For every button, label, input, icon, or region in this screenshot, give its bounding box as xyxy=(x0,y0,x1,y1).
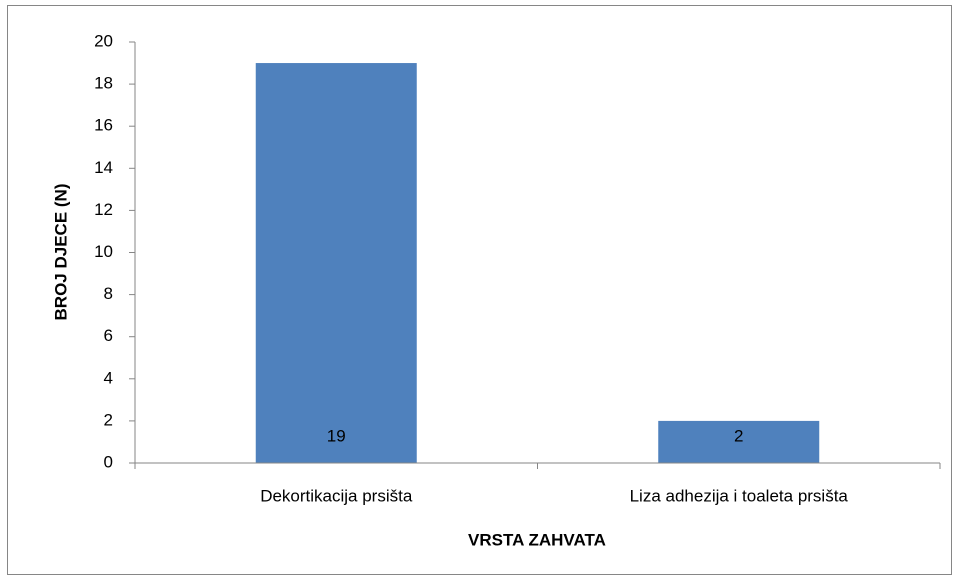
y-tick-label: 8 xyxy=(104,284,113,303)
y-axis-title: BROJ DJECE (N) xyxy=(51,184,70,321)
y-tick-label: 14 xyxy=(94,158,113,177)
y-tick-label: 0 xyxy=(104,452,113,471)
x-tick-label: Dekortikacija prsišta xyxy=(260,486,413,505)
y-tick-label: 12 xyxy=(94,200,113,219)
data-label: 19 xyxy=(327,426,346,445)
y-tick-label: 4 xyxy=(104,368,113,387)
y-tick-label: 16 xyxy=(94,116,113,135)
y-tick-label: 6 xyxy=(104,326,113,345)
y-tick-label: 20 xyxy=(94,31,113,50)
y-tick-label: 10 xyxy=(94,242,113,261)
bar xyxy=(658,420,820,463)
y-tick-label: 2 xyxy=(104,410,113,429)
x-axis-title: VRSTA ZAHVATA xyxy=(468,530,606,549)
data-label: 2 xyxy=(734,426,743,445)
chart-border xyxy=(7,5,952,575)
y-tick-label: 18 xyxy=(94,74,113,93)
bar xyxy=(255,63,417,464)
x-tick-label: Liza adhezija i toaleta prsišta xyxy=(630,486,849,505)
